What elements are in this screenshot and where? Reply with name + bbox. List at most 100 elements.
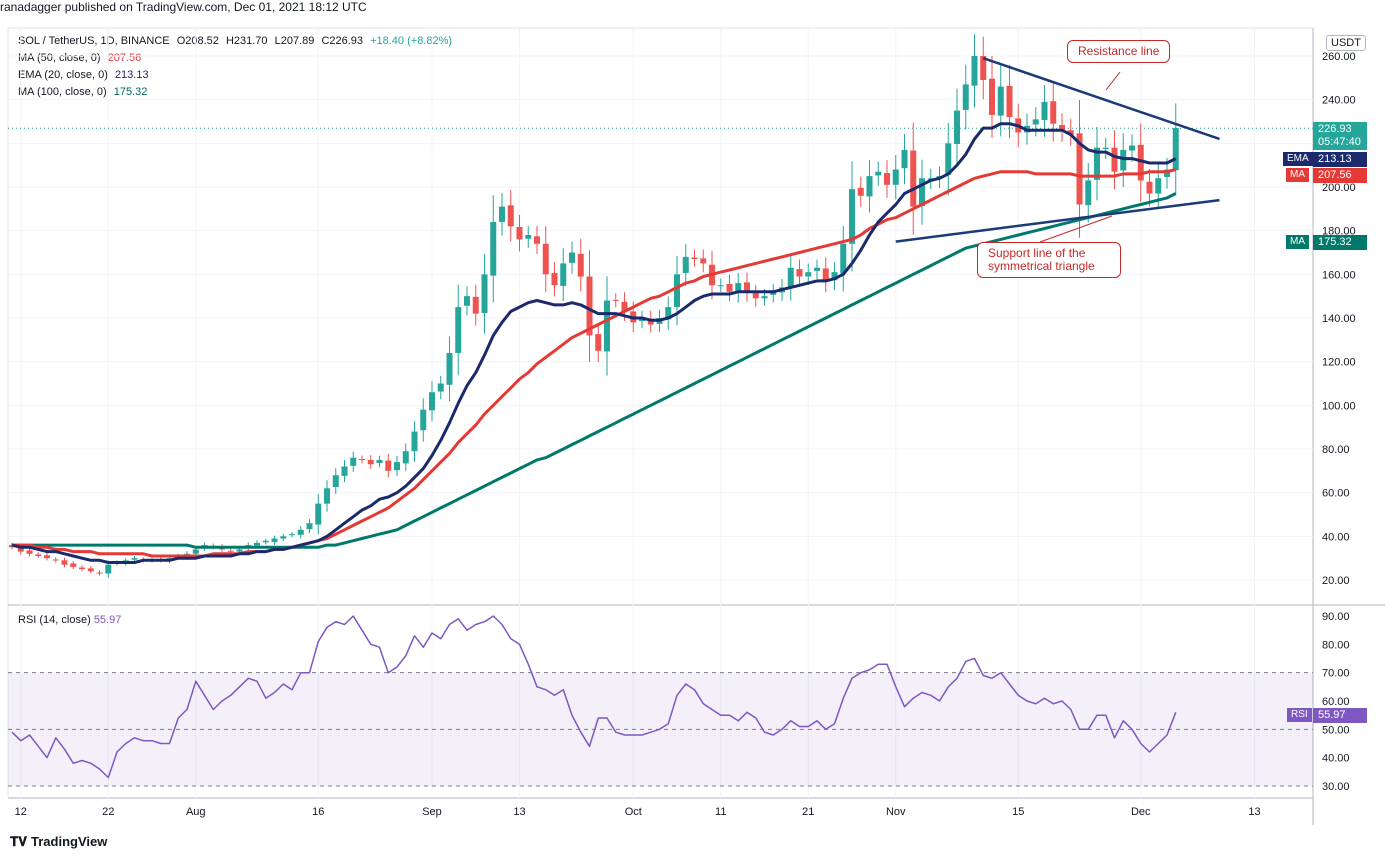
candle-body [131, 558, 138, 560]
rsi-value: 55.97 [93, 614, 122, 626]
candle-body [411, 431, 418, 452]
candle-body [665, 307, 672, 320]
candle-body [437, 383, 444, 392]
candle-body [866, 176, 873, 197]
price-tick-label: 60.00 [1322, 488, 1350, 500]
candle-body [717, 285, 724, 287]
time-tick-label: Sep [422, 806, 442, 818]
rsi-tick-label: 50.00 [1322, 724, 1350, 736]
high-value: H231.70 [225, 35, 268, 47]
time-tick-label: Oct [625, 806, 642, 818]
price-tick-label: 40.00 [1322, 531, 1350, 543]
candle-body [525, 235, 532, 239]
currency-button[interactable]: USDT [1326, 35, 1366, 51]
candle-body [796, 269, 803, 277]
ma50-legend[interactable]: MA (50, close, 0) 207.56 [18, 52, 145, 64]
candle-body [1155, 178, 1162, 194]
candle-body [997, 86, 1004, 116]
candle-body [612, 299, 619, 301]
price-tick-label: 20.00 [1322, 575, 1350, 587]
candle-body [1006, 85, 1013, 118]
rsi-side-tag: RSI [1287, 708, 1312, 722]
candle-body [350, 457, 357, 466]
ema-side-tag: EMA [1283, 152, 1313, 166]
ema20-label: EMA (20, close, 0) [18, 69, 108, 81]
candle-body [1059, 124, 1065, 131]
ma100-value: 175.32 [113, 86, 148, 98]
price-tick-label: 120.00 [1322, 357, 1356, 369]
price-tick-label: 180.00 [1322, 226, 1356, 238]
candle-body [945, 143, 952, 175]
price-tick-label: 80.00 [1322, 444, 1350, 456]
candle-body [1076, 133, 1083, 205]
candle-body [534, 236, 540, 244]
candle-body [805, 272, 812, 277]
ema20-line [11, 122, 1177, 564]
candle-body [604, 300, 610, 352]
rsi-price-tag: 55.97 [1313, 708, 1367, 723]
resistance-trendline [982, 57, 1220, 141]
candle-body [455, 307, 462, 353]
rsi-tick-label: 80.00 [1322, 639, 1350, 651]
candle-body [1050, 101, 1057, 124]
candle-body [507, 205, 514, 227]
time-tick-label: 11 [715, 806, 726, 818]
candle-body [516, 226, 523, 240]
open-value: O208.52 [176, 35, 219, 47]
candle-body [481, 274, 488, 313]
rsi-legend[interactable]: RSI (14, close) 55.97 [18, 614, 121, 626]
candle-body [962, 84, 969, 110]
price-tick-label: 100.00 [1322, 400, 1356, 412]
candle-body [901, 149, 908, 169]
candle-body [875, 171, 882, 176]
support-callout: Support line of the symmetrical triangle [977, 242, 1121, 278]
candle-body [1111, 147, 1118, 172]
candle-body [499, 206, 505, 222]
candle-body [980, 56, 987, 81]
ma100-label: MA (100, close, 0) [18, 86, 107, 98]
resistance-pointer [1105, 71, 1121, 91]
candle-body [551, 273, 558, 286]
candle-body [1120, 149, 1127, 171]
candle-body [464, 296, 470, 306]
candle-body [700, 258, 707, 264]
ema-price-tag: 213.13 [1313, 152, 1367, 167]
footer-brand: TradingView [31, 834, 108, 849]
candle-body [289, 534, 295, 536]
candle-body [691, 257, 698, 260]
candle-body [910, 150, 917, 207]
candle-body [1041, 101, 1048, 120]
candle-body [857, 187, 864, 196]
candle-body [324, 488, 330, 504]
candle-body [892, 169, 899, 185]
support-callout-line1: Support line of the [988, 246, 1086, 260]
rsi-tick-label: 60.00 [1322, 696, 1350, 708]
candle-body [87, 568, 94, 572]
candle-body [429, 392, 435, 411]
rsi-tick-label: 40.00 [1322, 753, 1350, 765]
ma50-label: MA (50, close, 0) [18, 52, 101, 64]
candle-body [542, 243, 549, 275]
candle-body [787, 267, 794, 287]
candle-body [332, 475, 339, 487]
candle-body [884, 173, 890, 185]
rsi-line [11, 615, 1177, 779]
candle-body [726, 283, 733, 292]
ma50-price-tag: 207.56 [1313, 168, 1367, 183]
candle-body [472, 296, 479, 314]
candle-body [560, 263, 567, 286]
symbol-legend[interactable]: SOL / TetherUS, 1D, BINANCE O208.52 H231… [18, 35, 456, 47]
candle-body [315, 503, 322, 525]
ma100-legend[interactable]: MA (100, close, 0) 175.32 [18, 86, 151, 98]
candle-body [61, 560, 68, 565]
time-tick-label: 12 [15, 806, 27, 818]
candle-body [1164, 169, 1170, 177]
candle-body [814, 267, 820, 271]
ema20-legend[interactable]: EMA (20, close, 0) 213.13 [18, 69, 153, 81]
tradingview-logo[interactable]: 𝐓𝐕 TradingView [10, 834, 107, 850]
resistance-callout: Resistance line [1067, 40, 1171, 63]
candle-body [35, 554, 42, 556]
low-value: L207.89 [274, 35, 315, 47]
last-price-tag: 226.93 05:47:40 [1313, 122, 1367, 150]
